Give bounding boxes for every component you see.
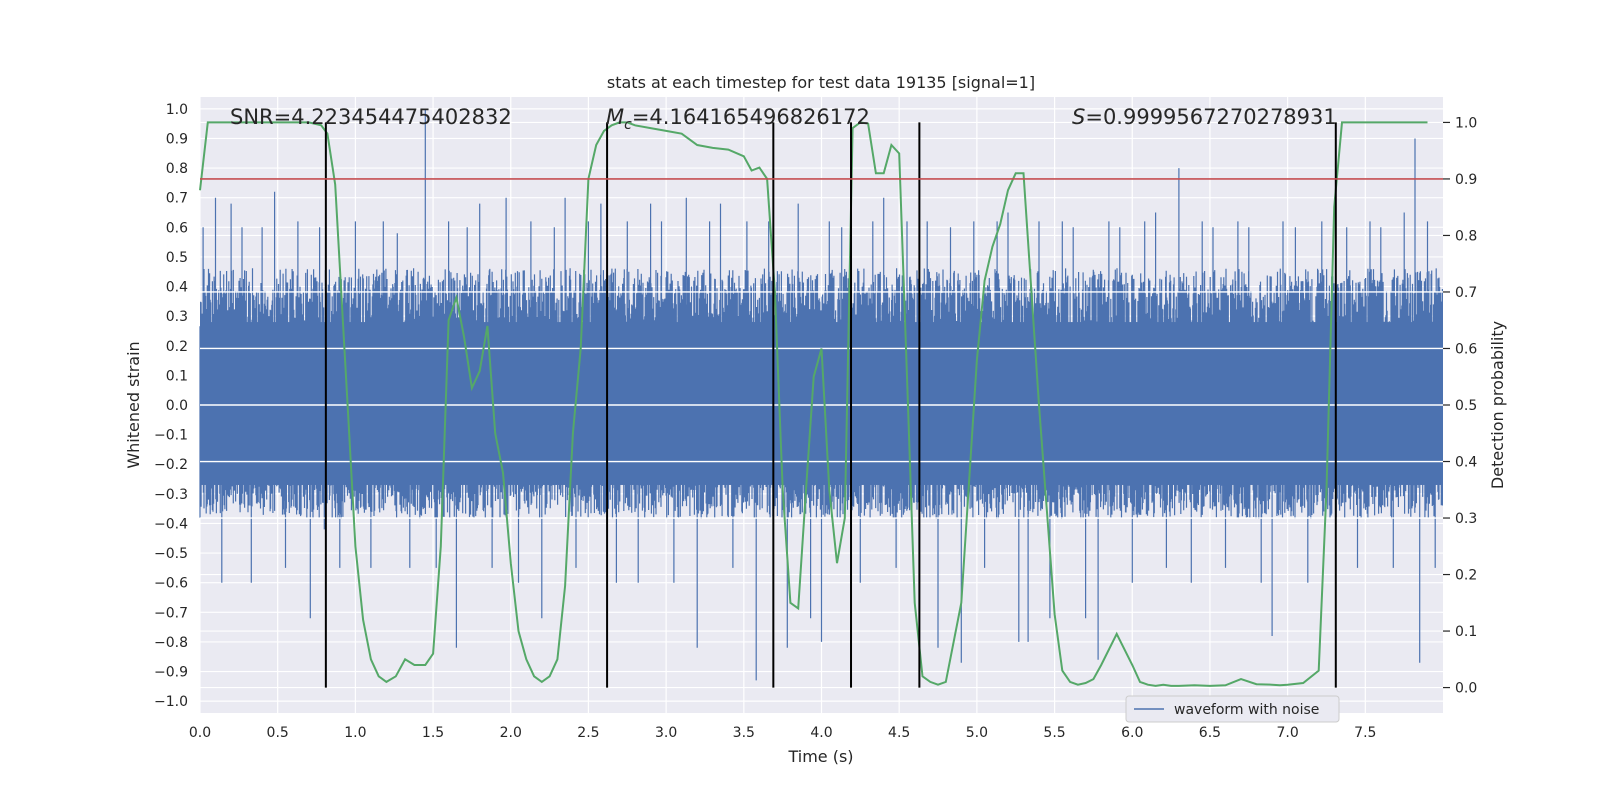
- y2-tick-label: 0.7: [1455, 285, 1477, 301]
- y-tick-label: 0.8: [166, 161, 188, 177]
- mc-subscript: c: [624, 117, 632, 133]
- y-tick-label: −0.6: [154, 576, 188, 592]
- x-tick-label: 6.5: [1199, 725, 1221, 741]
- x-tick-label: 5.0: [966, 725, 988, 741]
- x-tick-label: 2.0: [500, 725, 522, 741]
- y2-tick-label: 0.1: [1455, 624, 1477, 640]
- mc-symbol: M: [606, 105, 624, 129]
- y2-axis-ticks: 0.0 0.1 0.2 0.3 0.4 0.5 0.6 0.7 0.8 0.9 1.0: [1443, 115, 1477, 697]
- chart-title: stats at each timestep for test data 191…: [607, 73, 1035, 92]
- legend: waveform with noise: [1125, 695, 1340, 723]
- y-axis-label: Whitened strain: [124, 341, 143, 468]
- x-tick-label: 5.5: [1043, 725, 1065, 741]
- y-tick-label: −1.0: [154, 694, 188, 710]
- mc-value: =4.164165496826172: [632, 105, 870, 129]
- y2-axis-label: Detection probability: [1488, 321, 1507, 489]
- x-tick-label: 7.5: [1354, 725, 1376, 741]
- y2-tick-label: 0.9: [1455, 172, 1477, 188]
- snr-annotation: SNR=4.223454475402832: [230, 105, 512, 129]
- s-annotation: S=0.9999567270278931: [1072, 105, 1337, 129]
- y-tick-label: −0.1: [154, 428, 188, 444]
- x-tick-label: 4.0: [810, 725, 832, 741]
- y2-tick-label: 0.5: [1455, 398, 1477, 414]
- waveform-core: [200, 322, 1443, 485]
- probability-line: [199, 121, 1428, 687]
- y-tick-label: −0.8: [154, 635, 188, 651]
- y-tick-label: −0.2: [154, 457, 188, 473]
- x-tick-label: 4.5: [888, 725, 910, 741]
- y-tick-label: −0.3: [154, 487, 188, 503]
- y-tick-label: 0.9: [166, 131, 188, 147]
- y-tick-label: 0.1: [166, 368, 188, 384]
- x-tick-label: 3.0: [655, 725, 677, 741]
- y2-tick-label: 1.0: [1455, 115, 1477, 131]
- y-tick-label: 0.7: [166, 191, 188, 207]
- y2-tick-label: 0.6: [1455, 341, 1477, 357]
- y-tick-label: −0.5: [154, 546, 188, 562]
- y2-tick-label: 0.4: [1455, 455, 1477, 471]
- y-tick-label: 1.0: [166, 102, 188, 118]
- x-tick-label: 3.5: [733, 725, 755, 741]
- x-tick-label: 1.0: [344, 725, 366, 741]
- y2-tick-label: 0.2: [1455, 568, 1477, 584]
- y2-tick-label: 0.0: [1455, 681, 1477, 697]
- y-tick-label: −0.7: [154, 605, 188, 621]
- legend-label-waveform: waveform with noise: [1174, 702, 1319, 718]
- y-tick-label: 0.6: [166, 220, 188, 236]
- x-tick-label: 0.5: [267, 725, 289, 741]
- legend-box: [1125, 695, 1340, 723]
- s-symbol: S: [1072, 105, 1085, 129]
- x-tick-label: 6.0: [1121, 725, 1143, 741]
- y2-tick-label: 0.8: [1455, 228, 1477, 244]
- x-tick-label: 7.0: [1276, 725, 1298, 741]
- y2-tick-label: 0.3: [1455, 511, 1477, 527]
- y-tick-label: 0.5: [166, 250, 188, 266]
- y-tick-label: 0.4: [166, 280, 188, 296]
- probability-series: [199, 121, 1428, 687]
- x-axis-ticks: 0.0 0.5 1.0 1.5 2.0 2.5 3.0 3.5 4.0 4.5 5.0 5.5 6.0 6…: [189, 725, 1377, 741]
- x-axis-label: Time (s): [787, 747, 853, 766]
- y-tick-label: −0.4: [154, 516, 188, 532]
- x-tick-label: 1.5: [422, 725, 444, 741]
- y-tick-label: 0.2: [166, 339, 188, 355]
- event-markers: [324, 122, 1337, 688]
- x-tick-label: 2.5: [577, 725, 599, 741]
- y-tick-label: 0.3: [166, 309, 188, 325]
- x-tick-label: 0.0: [189, 725, 211, 741]
- chirp-mass-annotation: Mc=4.164165496826172: [606, 105, 870, 133]
- y-tick-label: −0.9: [154, 665, 188, 681]
- s-value: =0.9999567270278931: [1085, 105, 1336, 129]
- y-tick-label: 0.0: [166, 398, 188, 414]
- y-axis-ticks: −1.0 −0.9 −0.8 −0.7 −0.6 −0.5 −0.4 −0.3 −0.2 −0.1…: [154, 102, 188, 710]
